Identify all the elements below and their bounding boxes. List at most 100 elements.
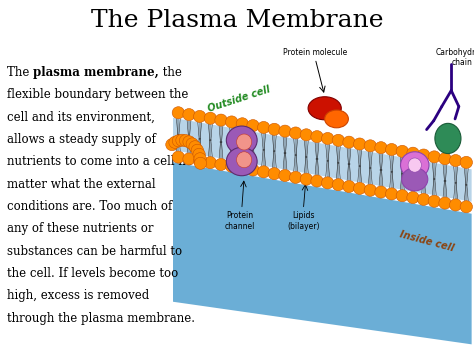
Text: the: the [159, 66, 182, 79]
Polygon shape [173, 118, 472, 202]
Ellipse shape [179, 135, 191, 147]
Ellipse shape [236, 162, 248, 174]
Ellipse shape [321, 177, 334, 189]
Ellipse shape [428, 195, 440, 207]
Text: through the plasma membrane.: through the plasma membrane. [7, 312, 195, 325]
Ellipse shape [166, 138, 178, 151]
Ellipse shape [401, 152, 429, 178]
Text: Outside cell: Outside cell [206, 84, 271, 114]
Ellipse shape [375, 142, 387, 154]
Ellipse shape [364, 140, 376, 152]
Text: any of these nutrients or: any of these nutrients or [7, 222, 154, 235]
Polygon shape [173, 162, 472, 344]
Text: Protein molecule: Protein molecule [283, 48, 347, 57]
Ellipse shape [226, 116, 238, 128]
Ellipse shape [401, 168, 428, 191]
Ellipse shape [194, 153, 206, 165]
Ellipse shape [193, 148, 205, 160]
Ellipse shape [407, 192, 419, 204]
Ellipse shape [435, 124, 461, 153]
Ellipse shape [418, 149, 430, 161]
Ellipse shape [408, 158, 421, 172]
Ellipse shape [332, 179, 345, 191]
Ellipse shape [449, 154, 462, 166]
Text: The: The [7, 66, 33, 79]
Ellipse shape [215, 114, 227, 126]
Ellipse shape [204, 112, 217, 124]
Ellipse shape [237, 152, 252, 168]
Text: high, excess is removed: high, excess is removed [7, 289, 149, 302]
Ellipse shape [407, 147, 419, 159]
Ellipse shape [396, 145, 409, 157]
Ellipse shape [311, 175, 323, 187]
Text: plasma membrane,: plasma membrane, [33, 66, 159, 79]
Ellipse shape [204, 157, 217, 169]
Ellipse shape [169, 136, 181, 148]
Ellipse shape [176, 134, 188, 146]
Ellipse shape [268, 168, 281, 180]
Ellipse shape [375, 186, 387, 198]
Text: cell and its environment,: cell and its environment, [7, 110, 155, 124]
Ellipse shape [257, 121, 270, 133]
Ellipse shape [186, 138, 199, 150]
Ellipse shape [300, 173, 312, 185]
Ellipse shape [308, 97, 341, 120]
Ellipse shape [236, 118, 248, 130]
Ellipse shape [460, 201, 473, 213]
Ellipse shape [449, 199, 462, 211]
Ellipse shape [279, 125, 291, 137]
Ellipse shape [325, 110, 348, 128]
Ellipse shape [172, 135, 184, 147]
Ellipse shape [193, 110, 206, 122]
Ellipse shape [268, 123, 281, 135]
Ellipse shape [247, 120, 259, 132]
Ellipse shape [257, 166, 270, 178]
Ellipse shape [300, 129, 312, 141]
Ellipse shape [227, 147, 257, 176]
Ellipse shape [290, 171, 302, 184]
Text: the cell. If levels become too: the cell. If levels become too [7, 267, 178, 280]
Text: allows a steady supply of: allows a steady supply of [7, 133, 156, 146]
Ellipse shape [428, 151, 440, 163]
Text: nutrients to come into a cell no: nutrients to come into a cell no [7, 155, 193, 168]
Ellipse shape [189, 141, 201, 153]
Ellipse shape [227, 126, 257, 154]
Text: The Plasma Membrane: The Plasma Membrane [91, 9, 383, 32]
Text: substances can be harmful to: substances can be harmful to [7, 245, 182, 258]
Ellipse shape [172, 107, 184, 119]
Ellipse shape [191, 144, 203, 156]
Ellipse shape [193, 155, 206, 167]
Text: flexible boundary between the: flexible boundary between the [7, 88, 189, 101]
Ellipse shape [194, 157, 207, 169]
Ellipse shape [183, 153, 195, 165]
Ellipse shape [332, 134, 345, 146]
Ellipse shape [364, 184, 376, 196]
Ellipse shape [439, 153, 451, 165]
Ellipse shape [321, 132, 334, 144]
Ellipse shape [343, 180, 355, 192]
Ellipse shape [290, 127, 302, 139]
Text: Lipids
(bilayer): Lipids (bilayer) [287, 211, 319, 231]
Ellipse shape [343, 136, 355, 148]
Ellipse shape [279, 169, 291, 181]
Ellipse shape [385, 143, 398, 155]
Ellipse shape [247, 164, 259, 176]
Ellipse shape [354, 182, 366, 195]
Ellipse shape [183, 109, 195, 121]
Ellipse shape [418, 193, 430, 206]
Text: conditions are. Too much of: conditions are. Too much of [7, 200, 173, 213]
Ellipse shape [354, 138, 366, 150]
Ellipse shape [396, 190, 409, 202]
Ellipse shape [311, 131, 323, 143]
Ellipse shape [237, 134, 252, 150]
Ellipse shape [172, 151, 184, 163]
Ellipse shape [460, 156, 473, 168]
Text: matter what the external: matter what the external [7, 178, 156, 191]
Ellipse shape [215, 158, 227, 170]
Ellipse shape [439, 197, 451, 209]
Ellipse shape [385, 188, 398, 200]
Ellipse shape [226, 160, 238, 172]
Ellipse shape [183, 136, 195, 148]
Text: Inside cell: Inside cell [398, 229, 455, 253]
Text: Protein
channel: Protein channel [224, 211, 255, 231]
